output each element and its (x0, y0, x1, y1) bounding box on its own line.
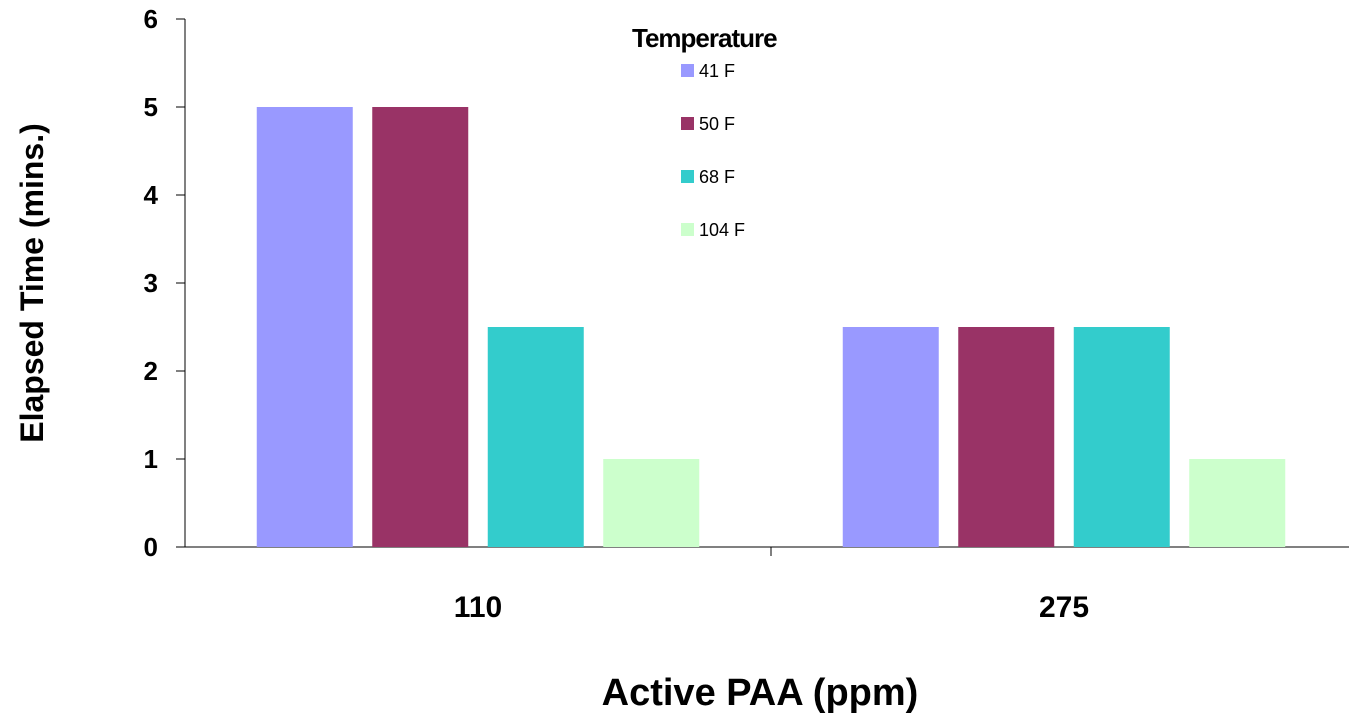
legend-entry: 41 F (699, 61, 735, 81)
x-tick-label: 275 (1039, 591, 1089, 624)
y-tick-label: 1 (144, 444, 158, 474)
bar (958, 327, 1055, 547)
bar (842, 327, 939, 547)
y-axis-ticks: 0 1 2 3 4 5 6 (144, 4, 185, 562)
legend-entry: 50 F (699, 114, 735, 134)
bar (603, 459, 700, 547)
x-tick-label: 110 (454, 591, 502, 624)
legend-swatch (681, 117, 694, 130)
x-axis-ticks: 110 275 (454, 547, 1089, 624)
x-axis-label: Active PAA (ppm) (602, 672, 919, 714)
y-tick-label: 6 (144, 4, 158, 34)
y-tick-label: 2 (144, 356, 158, 386)
y-axis-label: Elapsed Time (mins.) (14, 123, 50, 443)
y-tick-label: 3 (144, 268, 158, 298)
legend-swatch (681, 223, 694, 236)
legend-swatch (681, 64, 694, 77)
legend-swatch (681, 170, 694, 183)
y-tick-label: 5 (144, 92, 158, 122)
axes (184, 19, 1349, 548)
bars (256, 107, 1286, 547)
legend-entry: 104 F (699, 220, 745, 240)
bar (1073, 327, 1170, 547)
legend-entry: 68 F (699, 167, 735, 187)
bar (487, 327, 584, 547)
bar (1189, 459, 1286, 547)
legend: Temperature 41 F 50 F 68 F 104 F (632, 23, 778, 240)
legend-title: Temperature (632, 23, 777, 53)
y-tick-label: 4 (144, 180, 159, 210)
bar (256, 107, 353, 547)
y-tick-label: 0 (144, 532, 158, 562)
bar (372, 107, 469, 547)
